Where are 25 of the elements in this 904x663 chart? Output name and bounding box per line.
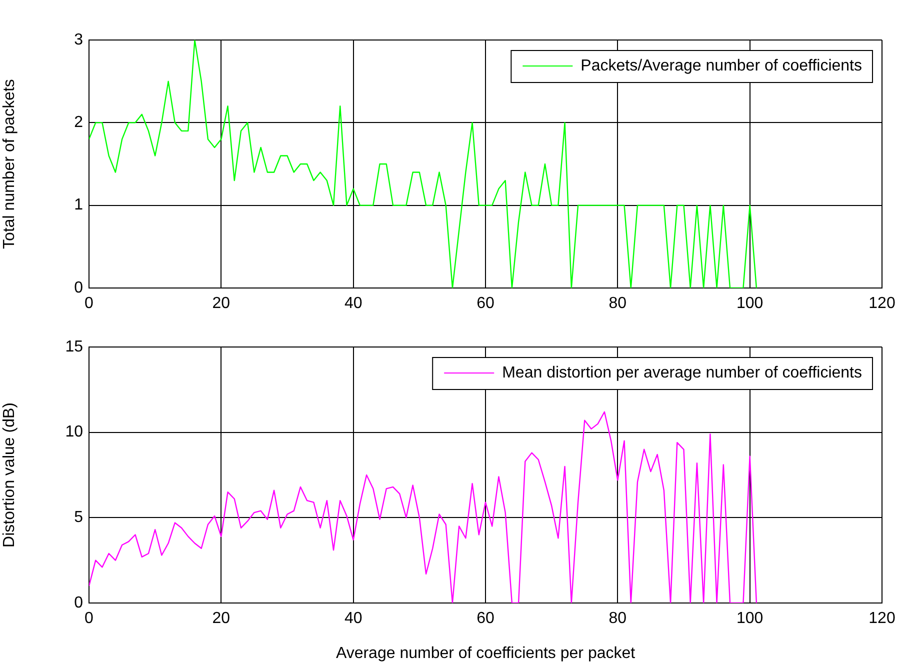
legend-label: Packets/Average number of coefficients xyxy=(580,57,862,74)
y-tick-label: 0 xyxy=(74,594,84,612)
x-tick-label: 120 xyxy=(868,295,896,312)
y-tick-label: 5 xyxy=(74,509,84,526)
x-tick-label: 80 xyxy=(608,610,627,628)
x-tick-label: 60 xyxy=(476,295,494,312)
x-tick-label: 120 xyxy=(868,610,896,628)
x-tick-label: 20 xyxy=(212,610,230,628)
y-tick-label: 3 xyxy=(74,31,84,48)
y-tick-label: 0 xyxy=(74,279,84,296)
legend-label: Mean distortion per average number of coefficients xyxy=(502,364,862,382)
x-tick-label: 100 xyxy=(736,610,764,628)
y-tick-label: 1 xyxy=(74,196,84,214)
y-axis-title: Distortion value (dB) xyxy=(1,402,18,548)
x-tick-label: 60 xyxy=(476,610,494,628)
x-tick-label: 80 xyxy=(608,295,627,312)
y-tick-label: 2 xyxy=(74,114,84,132)
y-axis-title: Total number of packets xyxy=(1,79,18,249)
y-tick-label: 15 xyxy=(65,338,84,356)
x-axis-title: Average number of coefficients per packet xyxy=(336,644,636,662)
y-tick-label: 10 xyxy=(65,424,84,441)
x-tick-label: 40 xyxy=(344,295,362,312)
x-tick-label: 40 xyxy=(344,610,362,628)
x-tick-label: 100 xyxy=(736,295,764,312)
x-tick-label: 20 xyxy=(212,295,230,312)
